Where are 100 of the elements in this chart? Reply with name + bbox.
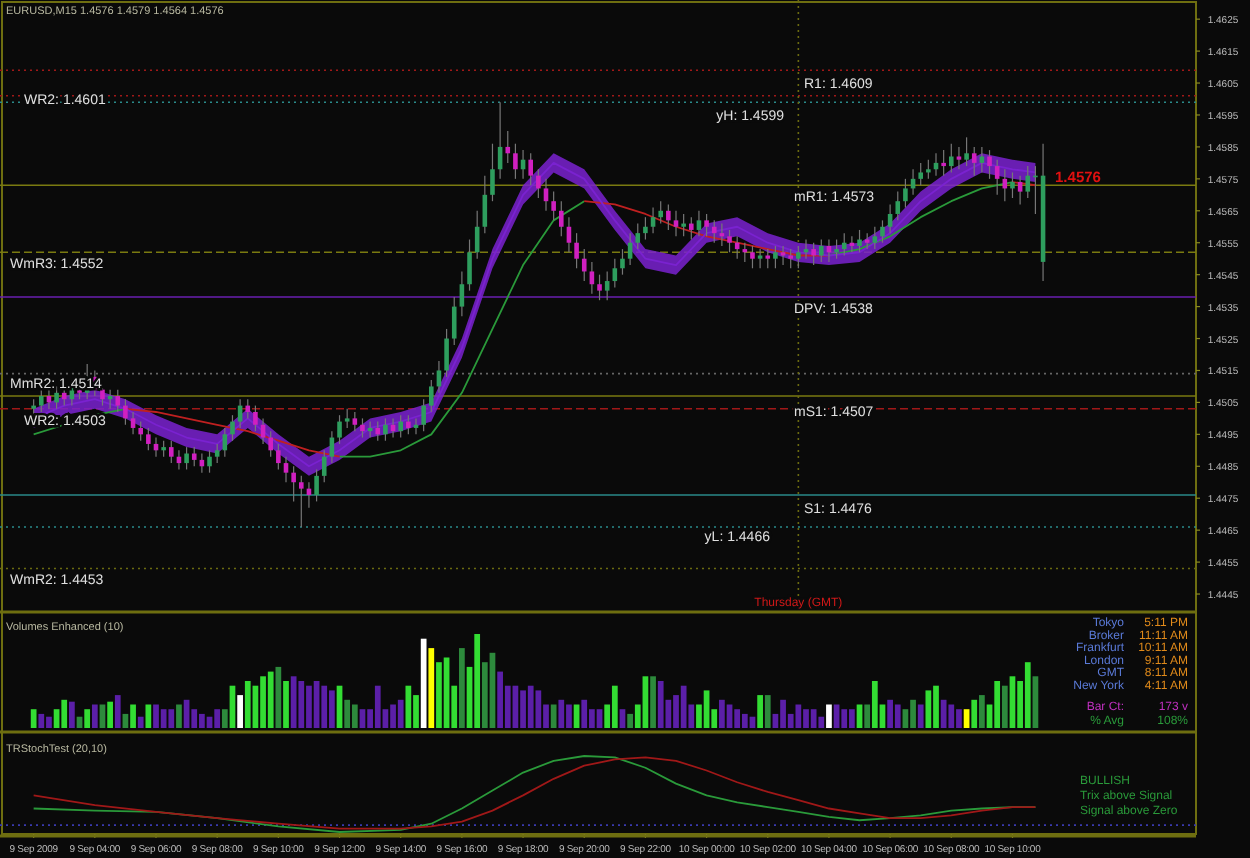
candlestick [673,210,679,237]
candlestick [650,206,656,234]
candlestick [375,420,381,442]
bar [436,662,442,728]
bar [84,709,91,728]
bar [566,704,572,728]
bar [520,690,526,728]
candlestick [711,219,717,244]
candlestick [681,213,686,237]
bar [994,681,1001,728]
candlestick [757,248,763,269]
bar [527,685,534,728]
candlestick [398,414,403,439]
bar [176,704,182,728]
line-series [124,407,341,458]
candlestick [513,143,518,180]
bar [657,681,664,728]
bar [114,695,121,728]
candlestick [903,178,908,209]
bar [390,704,396,728]
bar [221,709,228,728]
bar [611,685,618,728]
candlestick [635,222,641,250]
bar [283,681,289,728]
bar [741,713,748,728]
bar [894,704,901,728]
bar [290,676,297,728]
bar [397,699,404,728]
candlestick [467,238,472,292]
candlestick [451,296,457,346]
candlestick [245,398,251,419]
candlestick [971,146,977,177]
candlestick [643,216,648,241]
candlestick [765,248,771,269]
bar [780,699,786,728]
candlestick [941,149,946,177]
bar [871,681,878,728]
bar [374,685,381,728]
candlestick [727,229,732,253]
candlestick [880,219,885,244]
candlestick [130,411,136,435]
candlestick [872,226,878,250]
candlestick [788,248,793,269]
candlestick [314,468,319,503]
candlestick [344,408,350,429]
bar [160,709,167,728]
candlestick [666,203,671,231]
candlestick [253,405,258,432]
candlestick [505,130,511,164]
candlestick [115,389,121,413]
candlestick [191,446,197,467]
candlestick [383,417,388,442]
bar [267,671,274,728]
bar [550,704,557,728]
candlestick [987,149,992,180]
bar [627,713,633,728]
bar [719,699,725,728]
candlestick [230,414,235,442]
line-series [338,200,586,458]
candlestick [551,191,556,221]
bar [153,704,159,728]
bar [168,709,175,728]
candlestick [1017,175,1023,205]
candlestick [169,440,174,464]
candlestick [956,146,962,170]
candlestick [1010,171,1015,199]
bar [864,704,871,728]
bar [214,709,221,728]
bar [764,695,771,728]
bar [137,716,144,728]
bar [145,704,152,728]
candlestick [528,152,533,186]
bar [344,699,351,728]
candlestick [214,443,220,464]
bar [581,699,588,728]
bar [459,648,465,728]
candlestick [574,232,579,269]
candlestick [604,270,610,301]
bar [650,676,656,728]
bar [948,704,955,728]
candlestick [138,420,143,442]
line-series [828,181,1014,257]
bar [803,709,809,728]
bar [1024,662,1031,728]
bar [734,709,741,728]
bar [91,704,98,728]
bar [329,690,335,728]
candlestick [490,143,495,202]
candlestick [146,427,151,451]
candlestick [979,146,985,174]
bar [971,699,978,728]
bar [199,713,205,728]
candlestick [444,328,449,378]
bar [306,685,312,728]
candlestick [834,238,839,260]
candlestick [581,248,587,282]
bar [558,699,565,728]
candlestick [841,232,847,257]
bar [474,634,481,728]
bar [933,685,939,728]
